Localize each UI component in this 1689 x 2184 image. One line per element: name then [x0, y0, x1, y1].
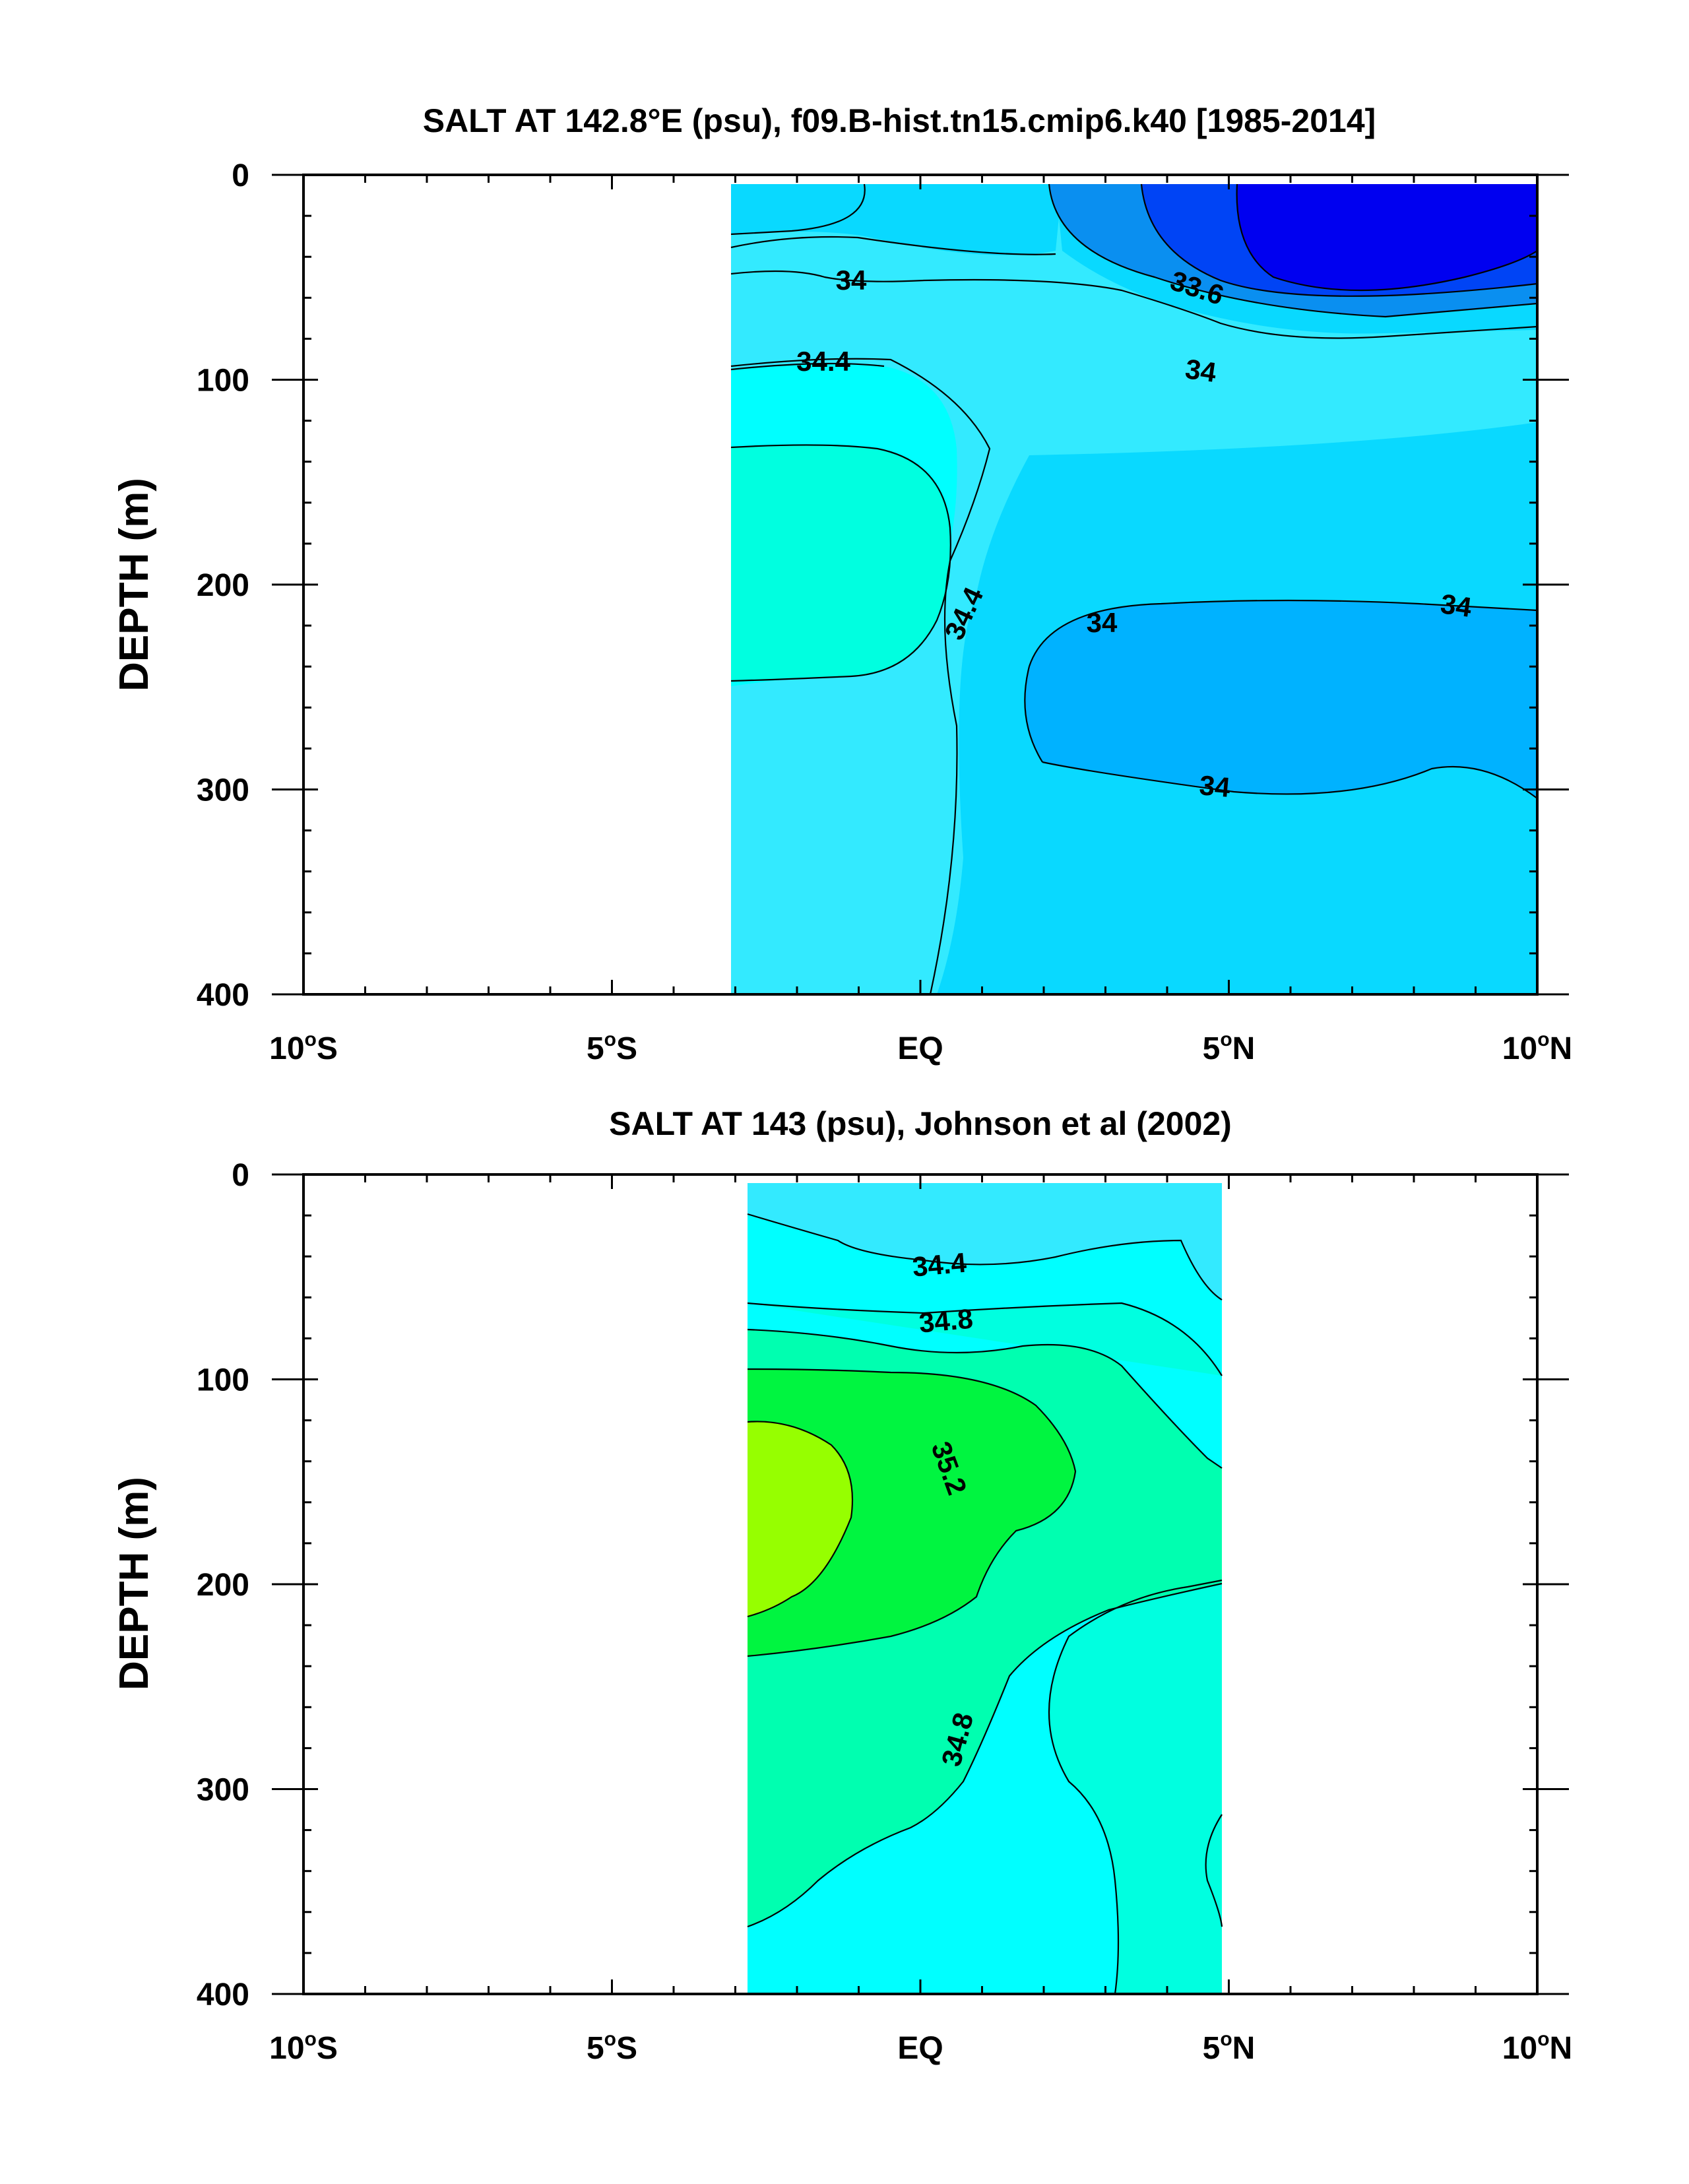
panel-1-title: SALT AT 142.8°E (psu), f09.B-hist.tn15.c… — [423, 102, 1376, 139]
band-gt-35.4 — [748, 1421, 852, 1617]
y-tick-label: 300 — [197, 773, 249, 808]
contour-line — [730, 183, 866, 236]
contour-line — [1042, 761, 1538, 799]
contour-line — [730, 444, 951, 682]
panel-1-ylabel: DEPTH (m) — [112, 478, 157, 691]
band-34.8 — [731, 445, 951, 681]
contour-line — [1024, 666, 1043, 763]
contour-line — [1140, 183, 1538, 297]
panel-2-axes: 0 100 200 300 400 10oS 5oS EQ 5oN 10oN — [197, 1158, 1572, 2066]
band-34.4 — [731, 184, 1537, 994]
contour-line — [1236, 183, 1538, 292]
panel-2-contour-labels: 34.4 34.8 35.2 34.8 — [911, 1247, 979, 1770]
panel-2-title: SALT AT 143 (psu), Johnson et al (2002) — [609, 1105, 1232, 1142]
band-34.0-subsurface — [1025, 600, 1537, 798]
contour-label: 34 — [1184, 353, 1219, 388]
x-tick-label: EQ — [897, 1031, 943, 1066]
band-34.4 — [748, 1183, 1222, 1300]
panel-1-fill — [731, 184, 1537, 994]
x-tick-label: 5oS — [587, 2028, 637, 2066]
x-tick-label: 5oN — [1203, 1029, 1256, 1066]
y-tick-label: 300 — [197, 1773, 249, 1808]
contour-line — [730, 270, 1538, 339]
band-lt-33.6 — [1236, 184, 1537, 290]
y-tick-label: 0 — [232, 158, 249, 193]
x-tick-label: 5oN — [1203, 2028, 1256, 2066]
contour-label: 34.4 — [911, 1247, 968, 1283]
contour-label: 34 — [1087, 607, 1118, 638]
x-tick-label: 5oS — [587, 1029, 637, 1066]
y-tick-label: 0 — [232, 1158, 249, 1193]
panel-2-fill — [748, 1183, 1222, 1994]
contour-label: 34.8 — [918, 1303, 974, 1339]
x-tick-label: EQ — [897, 2031, 943, 2066]
contour-line — [1205, 1814, 1223, 1927]
panel-1-axes: 0 100 200 300 400 10oS 5oS EQ 5oN 10oN — [197, 158, 1572, 1066]
panel-1-contour-lines — [730, 183, 1538, 995]
x-tick-label: 10oS — [269, 1029, 338, 1066]
y-tick-label: 400 — [197, 978, 249, 1013]
band-34.2-west — [731, 184, 1062, 255]
contour-line — [747, 1328, 1223, 1469]
contour-line — [747, 1421, 854, 1618]
y-tick-label: 400 — [197, 1977, 249, 2012]
panel-model: SALT AT 142.8°E (psu), f09.B-hist.tn15.c… — [112, 102, 1572, 1066]
contour-line — [1028, 599, 1538, 667]
contour-line — [747, 1213, 1223, 1301]
contour-line — [730, 236, 1056, 255]
contour-line — [730, 358, 991, 995]
panel-1-contour-labels: 34 33.6 34 34.4 34.4 34 34 34 — [796, 265, 1474, 803]
contour-line — [747, 1302, 1223, 1376]
x-tick-label: 10oN — [1502, 1029, 1572, 1066]
contour-line — [747, 1582, 1223, 1928]
contour-label: 34 — [1198, 769, 1232, 803]
x-tick-label: 10oN — [1502, 2028, 1572, 2066]
y-tick-label: 100 — [197, 364, 249, 399]
contour-label: 34.4 — [796, 346, 850, 377]
x-tick-label: 10oS — [269, 2028, 338, 2066]
band-35.2 — [748, 1369, 1075, 1656]
contour-line — [1048, 1579, 1223, 1995]
contour-line — [1048, 183, 1538, 318]
y-tick-label: 200 — [197, 568, 249, 603]
y-tick-label: 100 — [197, 1363, 249, 1398]
contour-label: 34 — [1439, 588, 1474, 623]
band-34.8 — [748, 1303, 1222, 1994]
panel-observations: SALT AT 143 (psu), Johnson et al (2002) … — [112, 1105, 1572, 2066]
contour-line — [730, 362, 885, 371]
contour-line — [747, 1368, 1077, 1657]
panel-2-contour-lines — [747, 1213, 1223, 1995]
panel-2-ylabel: DEPTH (m) — [112, 1477, 157, 1690]
contour-label: 34 — [836, 265, 867, 296]
y-tick-label: 200 — [197, 1568, 249, 1603]
